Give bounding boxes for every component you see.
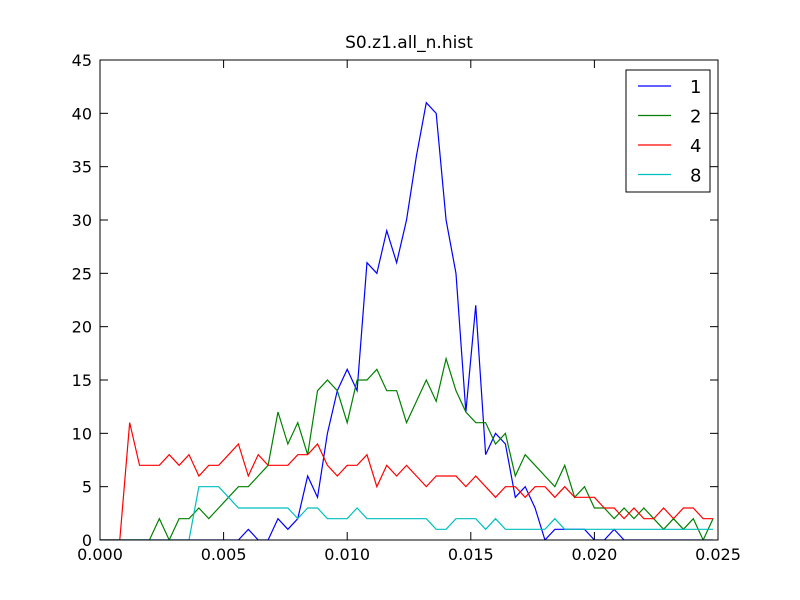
y-tick-label: 5: [82, 478, 92, 497]
x-tick-label: 0.010: [324, 545, 370, 564]
y-tick-label: 15: [72, 371, 92, 390]
y-tick-label: 35: [72, 158, 92, 177]
legend-label: 4: [690, 136, 701, 157]
y-tick-label: 30: [72, 211, 92, 230]
series-line: [100, 486, 714, 540]
x-tick-label: 0.015: [448, 545, 494, 564]
y-tick-label: 0: [82, 531, 92, 550]
x-tick-label: 0.005: [201, 545, 247, 564]
legend-label: 1: [690, 77, 701, 98]
y-tick-label: 20: [72, 318, 92, 337]
plot-frame: [99, 59, 719, 541]
legend-box: [625, 69, 711, 193]
legend-label: 2: [690, 107, 701, 128]
y-tick-label: 45: [72, 51, 92, 70]
y-tick-label: 10: [72, 424, 92, 443]
x-tick-label: 0.000: [77, 545, 123, 564]
legend: 1 2 4 8: [625, 69, 711, 193]
x-tick-label: 0.020: [571, 545, 617, 564]
series-line: [100, 356, 714, 540]
legend-label: 8: [690, 166, 701, 187]
chart-title: S0.z1.all_n.hist: [345, 33, 473, 53]
y-tick-label: 40: [72, 104, 92, 123]
y-tick-label: 25: [72, 264, 92, 283]
series-line: [100, 422, 714, 540]
series-line: [100, 101, 714, 540]
x-tick-label: 0.025: [695, 545, 741, 564]
